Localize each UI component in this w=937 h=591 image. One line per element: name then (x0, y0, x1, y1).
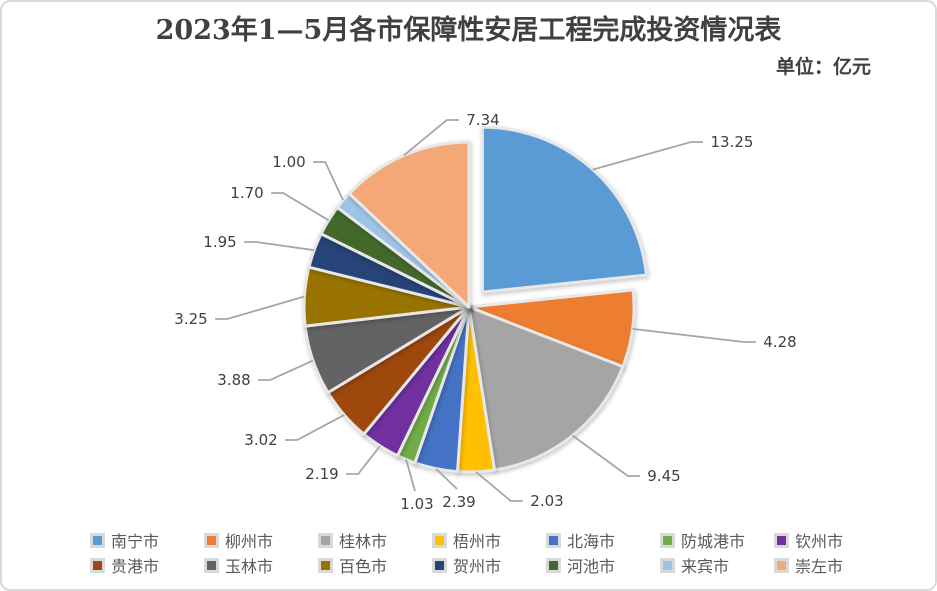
legend-label-1: 柳州市 (225, 532, 274, 551)
legend-swatch-0 (90, 532, 105, 548)
legend-item-13[interactable]: 崇左市 (774, 553, 888, 577)
slice-value-label-11: 1.70 (230, 184, 263, 202)
legend-label-2: 桂林市 (339, 532, 388, 551)
legend-swatch-8 (204, 557, 219, 573)
legend-swatch-4 (546, 532, 561, 548)
legend-swatch-6 (774, 532, 789, 548)
legend-swatch-12 (660, 557, 675, 573)
pie-slice-13[interactable] (347, 140, 471, 309)
legend-swatch-13 (774, 557, 789, 573)
leader-line-13 (403, 119, 459, 157)
legend-item-11[interactable]: 河池市 (546, 553, 660, 577)
legend-swatch-2 (318, 532, 333, 548)
leader-line-2 (571, 434, 640, 477)
legend-label-4: 北海市 (567, 532, 616, 551)
legend-swatch-1 (204, 532, 219, 548)
pie-slices (302, 125, 648, 474)
slice-value-label-7: 3.02 (244, 431, 277, 449)
slice-value-label-8: 3.88 (217, 371, 250, 389)
chart-title: 2023年1—5月各市保障性安居工程完成投资情况表 (155, 15, 782, 46)
legend-label-9: 百色市 (339, 557, 388, 576)
legend-swatch-3 (432, 532, 447, 548)
slice-value-label-5: 1.03 (400, 495, 433, 513)
leader-line-9 (215, 295, 305, 320)
pie-slice-0[interactable] (480, 125, 648, 294)
legend-item-7[interactable]: 贵港市 (90, 553, 204, 577)
legend-label-3: 梧州市 (453, 532, 502, 551)
leader-line-7 (285, 414, 345, 441)
leader-line-0 (592, 141, 703, 171)
slice-value-label-9: 3.25 (174, 310, 207, 328)
legend-item-1[interactable]: 柳州市 (204, 528, 318, 552)
slice-value-label-3: 2.03 (530, 492, 563, 510)
slice-value-label-6: 2.19 (305, 465, 338, 483)
legend-item-10[interactable]: 贺州市 (432, 553, 546, 577)
legend-item-0[interactable]: 南宁市 (90, 528, 204, 552)
legend-label-13: 崇左市 (795, 557, 844, 576)
legend-item-4[interactable]: 北海市 (546, 528, 660, 552)
slice-value-label-0: 13.25 (711, 133, 754, 151)
legend-item-3[interactable]: 梧州市 (432, 528, 546, 552)
legend-label-12: 来宾市 (681, 557, 730, 576)
legend-label-5: 防城港市 (681, 532, 746, 551)
leader-line-4 (435, 467, 458, 490)
legend-label-11: 河池市 (567, 557, 616, 576)
legend-label-6: 钦州市 (795, 532, 844, 551)
leader-line-8 (258, 359, 314, 381)
leader-line-5 (405, 459, 416, 492)
slice-value-label-13: 7.34 (466, 111, 499, 129)
legend-row-2: 贵港市 玉林市 百色市 贺州市 河池市 来宾市 崇左市 (90, 553, 888, 577)
legend-swatch-5 (660, 532, 675, 548)
legend-label-8: 玉林市 (225, 557, 274, 576)
legend-item-12[interactable]: 来宾市 (660, 553, 774, 577)
leader-line-3 (475, 471, 523, 502)
legend-label-7: 贵港市 (111, 557, 160, 576)
leader-line-12 (313, 161, 344, 201)
leader-line-1 (632, 328, 756, 343)
legend-row-1: 南宁市 柳州市 桂林市 梧州市 北海市 防城港市 钦州市 (90, 528, 888, 552)
leader-lines (215, 119, 756, 502)
legend-swatch-11 (546, 557, 561, 573)
legend-swatch-9 (318, 557, 333, 573)
leader-line-6 (346, 445, 381, 475)
leader-line-11 (271, 192, 330, 222)
legend-label-0: 南宁市 (111, 532, 160, 551)
legend-label-10: 贺州市 (453, 557, 502, 576)
legend-swatch-7 (90, 557, 105, 573)
slice-value-label-10: 1.95 (203, 233, 236, 251)
slice-value-label-4: 2.39 (442, 493, 475, 511)
legend-item-9[interactable]: 百色市 (318, 553, 432, 577)
legend-item-2[interactable]: 桂林市 (318, 528, 432, 552)
slice-value-label-2: 9.45 (647, 467, 680, 485)
legend-swatch-10 (432, 557, 447, 573)
legend-item-8[interactable]: 玉林市 (204, 553, 318, 577)
value-labels: 13.25 4.28 9.45 2.03 2.39 1.03 2.19 3.02 3.88 3.2… (174, 111, 796, 513)
legend-item-5[interactable]: 防城港市 (660, 528, 774, 552)
legend-item-6[interactable]: 钦州市 (774, 528, 888, 552)
slice-value-label-12: 1.00 (272, 153, 305, 171)
pie-slice-2[interactable] (467, 305, 625, 472)
leader-line-10 (244, 241, 315, 252)
unit-label: 单位：亿元 (775, 56, 871, 78)
slice-value-label-1: 4.28 (763, 333, 796, 351)
